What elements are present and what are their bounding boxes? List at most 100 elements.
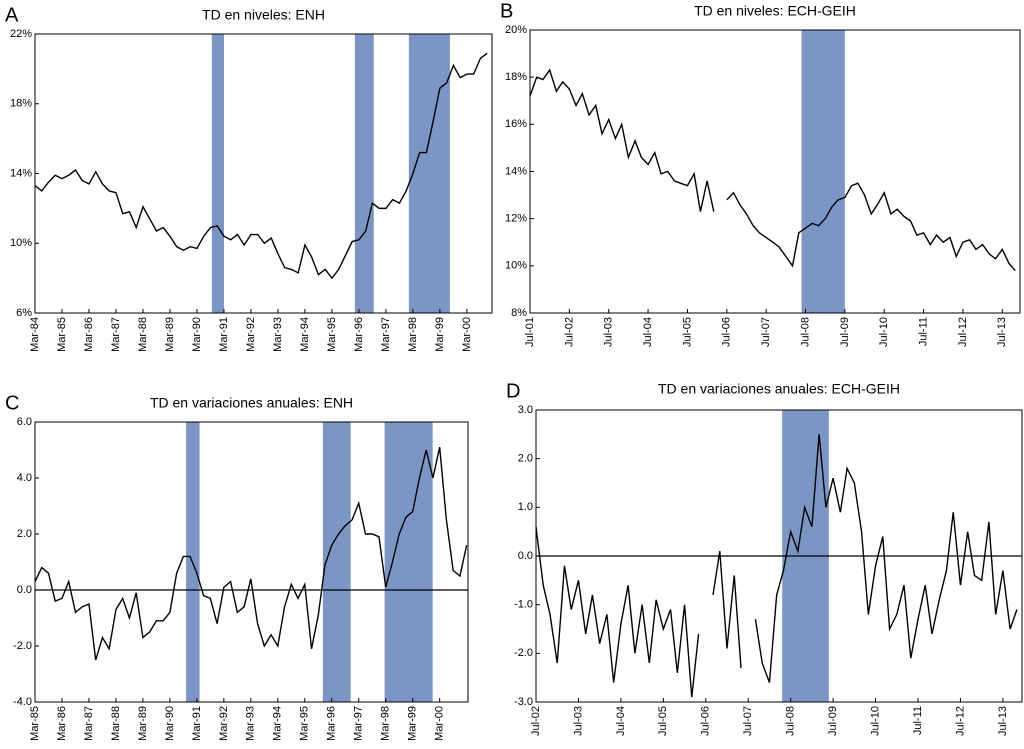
x-tick-label: Jul-13 (997, 706, 1009, 736)
y-tick-label: 14% (10, 167, 32, 179)
y-tick-label: 10% (10, 237, 32, 249)
y-tick-label: -4.0 (13, 696, 32, 708)
series-line (535, 434, 1018, 698)
x-tick-label: Mar-86 (56, 706, 68, 741)
x-tick-label: Mar-97 (353, 706, 365, 741)
x-tick-label: Jul-08 (799, 317, 811, 347)
x-tick-label: Mar-90 (191, 317, 203, 352)
x-tick-label: Mar-85 (29, 706, 41, 741)
chart-title: TD en niveles: ENH (202, 7, 325, 23)
panel: -3.0 -2.0 -1.0 0.0 1.0 2.0 3.0 Jul-02 Jul-03 Jul-… (506, 380, 1023, 736)
x-tick-label: Mar-92 (245, 317, 257, 352)
y-tick-label: 2.0 (17, 528, 32, 540)
x-tick-label: Mar-94 (272, 706, 284, 741)
x-tick-label: Jul-02 (530, 706, 542, 736)
shaded-period (801, 30, 845, 313)
x-tick-label: Mar-85 (56, 317, 68, 352)
panel-label: B (500, 0, 513, 22)
x-tick-label: Mar-87 (83, 706, 95, 741)
x-tick-label: Mar-95 (326, 317, 338, 352)
y-tick-label: 10% (505, 260, 527, 272)
x-tick-label: Jul-05 (681, 317, 693, 347)
shaded-period (211, 34, 224, 313)
y-tick-label: 2.0 (518, 453, 533, 465)
x-tick-label: Mar-00 (461, 317, 473, 352)
shaded-period (408, 34, 450, 313)
y-tick-label: -1.0 (514, 599, 533, 611)
x-tick-label: Jul-10 (869, 706, 881, 736)
x-tick-label: Mar-99 (434, 317, 446, 352)
y-tick-label: 3.0 (518, 404, 533, 416)
x-tick-label: Jul-12 (954, 706, 966, 736)
series-line (529, 68, 1016, 272)
x-tick-label: Mar-00 (434, 706, 446, 741)
panel: 8% 10% 12% 14% 16% 18% 20% Jul-01 Jul-02 Jul-03 Ju… (500, 0, 1021, 347)
x-tick-label: Mar-92 (218, 706, 230, 741)
x-tick-label: Jul-03 (572, 706, 584, 736)
chart-title: TD en variaciones anuales: ENH (150, 395, 353, 411)
x-tick-label: Mar-89 (137, 706, 149, 741)
x-tick-label: Mar-88 (137, 317, 149, 352)
y-tick-label: -3.0 (514, 696, 533, 708)
x-tick-label: Jul-02 (563, 317, 575, 347)
panel-label: A (5, 4, 19, 26)
x-tick-label: Mar-98 (380, 706, 392, 741)
x-tick-label: Jul-09 (827, 706, 839, 736)
y-tick-label: 0.0 (518, 550, 533, 562)
panel-label: D (506, 380, 520, 402)
x-tick-label: Jul-03 (603, 317, 615, 347)
x-tick-label: Jul-01 (524, 317, 536, 347)
y-tick-label: 6.0 (17, 416, 32, 428)
y-tick-label: -2.0 (514, 647, 533, 659)
y-tick-label: 12% (505, 213, 527, 225)
y-tick-label: 0.0 (17, 584, 32, 596)
series-line (34, 447, 468, 661)
panel-label: C (5, 392, 19, 414)
y-tick-label: 16% (505, 118, 527, 130)
x-tick-label: Mar-96 (353, 317, 365, 352)
x-tick-label: Jul-09 (839, 317, 851, 347)
x-tick-label: Mar-99 (407, 706, 419, 741)
y-tick-label: 18% (10, 98, 32, 110)
y-tick-label: -2.0 (13, 640, 32, 652)
y-tick-label: 8% (511, 307, 527, 319)
x-tick-label: Mar-84 (29, 317, 41, 352)
x-tick-label: Jul-13 (996, 317, 1008, 347)
x-tick-label: Mar-89 (164, 317, 176, 352)
series-line (34, 52, 488, 280)
y-tick-label: 6% (16, 307, 32, 319)
panel: -4.0 -2.0 0.0 2.0 4.0 6.0 Mar-85 Mar-86 Mar-87 Ma… (5, 392, 469, 741)
x-tick-label: Jul-04 (615, 706, 627, 736)
x-tick-label: Mar-91 (218, 317, 230, 352)
x-tick-label: Mar-86 (83, 317, 95, 352)
x-tick-label: Mar-88 (110, 706, 122, 741)
x-tick-label: Mar-97 (380, 317, 392, 352)
x-tick-label: Jul-10 (878, 317, 890, 347)
x-tick-label: Mar-87 (110, 317, 122, 352)
x-tick-label: Jul-11 (917, 317, 929, 346)
x-tick-label: Jul-06 (721, 317, 733, 347)
x-tick-label: Jul-07 (760, 317, 772, 347)
x-tick-label: Mar-91 (191, 706, 203, 741)
x-tick-label: Mar-93 (272, 317, 284, 352)
x-tick-label: Jul-04 (642, 317, 654, 347)
plot-frame (34, 421, 469, 703)
x-tick-label: Mar-94 (299, 317, 311, 352)
x-tick-label: Mar-98 (407, 317, 419, 352)
x-tick-label: Mar-90 (164, 706, 176, 741)
shaded-period (322, 422, 351, 702)
y-tick-label: 20% (505, 24, 527, 36)
x-tick-label: Jul-11 (912, 706, 924, 735)
y-tick-label: 4.0 (17, 472, 32, 484)
x-tick-label: Jul-06 (700, 706, 712, 736)
panel: 6% 10% 14% 18% 22% Mar-84 Mar-85 Mar-86 Mar-87 Ma… (5, 4, 493, 352)
x-tick-label: Mar-96 (326, 706, 338, 741)
y-tick-label: 1.0 (518, 501, 533, 513)
x-tick-label: Jul-12 (957, 317, 969, 347)
y-tick-label: 22% (10, 28, 32, 40)
x-tick-label: Jul-08 (785, 706, 797, 736)
x-tick-label: Jul-05 (657, 706, 669, 736)
x-tick-label: Mar-95 (299, 706, 311, 741)
chart-title: TD en niveles: ECH-GEIH (694, 3, 856, 19)
